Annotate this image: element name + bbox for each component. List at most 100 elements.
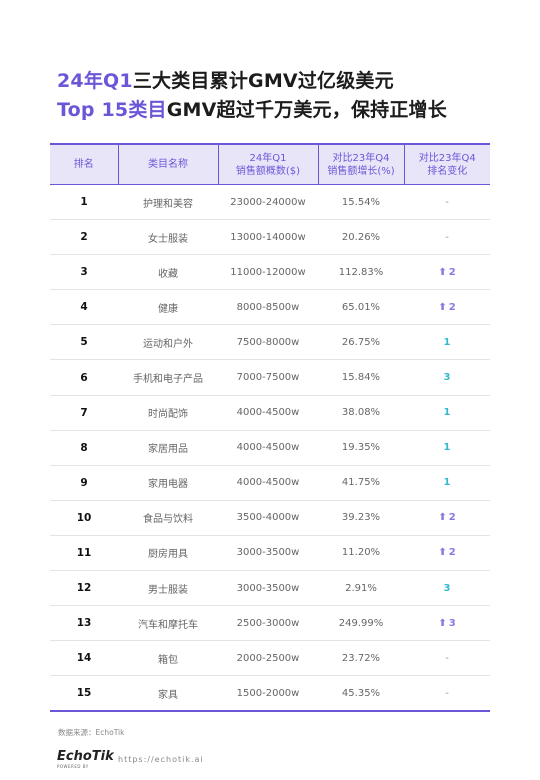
header-sales: 24年Q1 销售额概数($) <box>217 143 318 185</box>
sales-cell: 2500-3000w <box>218 605 318 642</box>
table-row: 12 男士服装 3000-3500w 2.91% 3 <box>50 570 490 607</box>
sales-cell: 4000-4500w <box>218 430 318 466</box>
rank-up-arrow-icon: ⬆ <box>438 512 447 524</box>
rank-change-value: 3 <box>443 372 451 384</box>
rank-up-arrow-icon: ⬆ <box>438 266 447 278</box>
growth-cell: 249.99% <box>318 605 404 642</box>
growth-cell: 45.35% <box>318 675 404 713</box>
category-cell: 健康 <box>118 289 218 326</box>
table-row: 4 健康 8000-8500w 65.01% ⬆ 2 <box>50 289 490 326</box>
category-cell: 厨房用具 <box>118 535 218 572</box>
growth-cell: 112.83% <box>318 254 404 291</box>
table-row: 15 家具 1500-2000w 45.35% - <box>50 675 490 713</box>
rank-change-cell: - <box>404 675 490 713</box>
category-cell: 家用电器 <box>118 465 218 501</box>
sales-cell: 4000-4500w <box>218 395 318 431</box>
growth-cell: 19.35% <box>318 430 404 466</box>
category-cell: 食品与饮料 <box>118 500 218 536</box>
rank-cell: 6 <box>50 359 118 396</box>
rank-change-value: - <box>445 231 449 243</box>
rank-cell: 9 <box>50 465 118 501</box>
rank-cell: 3 <box>50 254 118 291</box>
table-row: 10 食品与饮料 3500-4000w 39.23% ⬆ 2 <box>50 500 490 536</box>
sales-cell: 7500-8000w <box>218 324 318 361</box>
title-line-2-rest: GMV超过千万美元，保持正增长 <box>166 99 447 121</box>
rank-change-cell: - <box>404 184 490 221</box>
rank-cell: 12 <box>50 570 118 607</box>
sales-cell: 3000-3500w <box>218 535 318 572</box>
title-line-1-rest: 三大类目累计GMV过亿级美元 <box>132 70 394 92</box>
sales-cell: 3500-4000w <box>218 500 318 536</box>
rank-change-cell: ⬆ 3 <box>404 605 490 642</box>
growth-cell: 41.75% <box>318 465 404 501</box>
rank-cell: 8 <box>50 430 118 466</box>
rank-cell: 2 <box>50 219 118 256</box>
rank-change-cell: ⬆ 2 <box>404 535 490 572</box>
rank-change-cell: ⬆ 2 <box>404 500 490 536</box>
rank-cell: 4 <box>50 289 118 326</box>
rank-cell: 15 <box>50 675 118 713</box>
growth-cell: 65.01% <box>318 289 404 326</box>
rank-change-cell: ⬆ 2 <box>404 289 490 326</box>
category-cell: 汽车和摩托车 <box>118 605 218 642</box>
data-source: 数据来源：EchoTik <box>58 728 125 737</box>
sales-cell: 8000-8500w <box>218 289 318 326</box>
rank-change-value: - <box>445 196 449 208</box>
sales-cell: 3000-3500w <box>218 570 318 607</box>
growth-cell: 23.72% <box>318 640 404 677</box>
rank-change-value: 2 <box>448 266 456 278</box>
table-row: 5 运动和户外 7500-8000w 26.75% 1 <box>50 324 490 361</box>
header-category: 类目名称 <box>117 143 218 185</box>
title-line-2: Top 15类目GMV超过千万美元，保持正增长 <box>57 95 447 122</box>
sales-cell: 23000-24000w <box>218 184 318 221</box>
table-row: 11 厨房用具 3000-3500w 11.20% ⬆ 2 <box>50 535 490 572</box>
echotik-logo: EchoTik POWERED BY <box>57 749 114 769</box>
sales-cell: 13000-14000w <box>218 219 318 256</box>
category-cell: 手机和电子产品 <box>118 359 218 396</box>
rank-up-arrow-icon: ⬆ <box>438 301 447 313</box>
rank-change-value: - <box>445 687 449 699</box>
rank-change-cell: - <box>404 640 490 677</box>
header-growth: 对比23年Q4 销售额增长(%) <box>317 143 404 185</box>
table-row: 1 护理和美容 23000-24000w 15.54% - <box>50 184 490 221</box>
table-row: 6 手机和电子产品 7000-7500w 15.84% 3 <box>50 359 490 396</box>
growth-cell: 39.23% <box>318 500 404 536</box>
category-ranking-table: 排名 类目名称 24年Q1 销售额概数($) 对比23年Q4 销售额增长(%) 对比… <box>50 143 490 713</box>
rank-cell: 7 <box>50 395 118 431</box>
rank-change-value: 1 <box>443 336 451 348</box>
rank-cell: 13 <box>50 605 118 642</box>
rank-change-cell: 3 <box>404 359 490 396</box>
table-row: 7 时尚配饰 4000-4500w 38.08% 1 <box>50 395 490 431</box>
rank-change-cell: 3 <box>404 570 490 607</box>
category-cell: 男士服装 <box>118 570 218 607</box>
rank-change-cell: 1 <box>404 430 490 466</box>
table-row: 13 汽车和摩托车 2500-3000w 249.99% ⬆ 3 <box>50 605 490 642</box>
category-cell: 运动和户外 <box>118 324 218 361</box>
rank-change-cell: 1 <box>404 465 490 501</box>
growth-cell: 20.26% <box>318 219 404 256</box>
rank-up-arrow-icon: ⬆ <box>438 617 447 629</box>
growth-cell: 38.08% <box>318 395 404 431</box>
table-row: 8 家居用品 4000-4500w 19.35% 1 <box>50 430 490 466</box>
growth-cell: 2.91% <box>318 570 404 607</box>
table-header-row: 排名 类目名称 24年Q1 销售额概数($) 对比23年Q4 销售额增长(%) 对比… <box>50 143 490 185</box>
table-row: 3 收藏 11000-12000w 112.83% ⬆ 2 <box>50 254 490 291</box>
category-cell: 女士服装 <box>118 219 218 256</box>
category-cell: 时尚配饰 <box>118 395 218 431</box>
rank-change-value: 1 <box>443 477 451 489</box>
rank-change-value: 3 <box>443 582 451 594</box>
table-row: 9 家用电器 4000-4500w 41.75% 1 <box>50 465 490 501</box>
growth-cell: 15.54% <box>318 184 404 221</box>
website-url: https://echotik.ai <box>118 755 204 764</box>
title-line-2-accent: Top 15类目 <box>57 99 167 121</box>
rank-cell: 11 <box>50 535 118 572</box>
rank-up-arrow-icon: ⬆ <box>438 547 447 559</box>
sales-cell: 2000-2500w <box>218 640 318 677</box>
rank-cell: 14 <box>50 640 118 677</box>
growth-cell: 26.75% <box>318 324 404 361</box>
sales-cell: 7000-7500w <box>218 359 318 396</box>
rank-change-cell: 1 <box>404 395 490 431</box>
sales-cell: 1500-2000w <box>218 675 318 713</box>
header-rank-change: 对比23年Q4 排名变化 <box>403 143 490 185</box>
rank-change-cell: - <box>404 219 490 256</box>
